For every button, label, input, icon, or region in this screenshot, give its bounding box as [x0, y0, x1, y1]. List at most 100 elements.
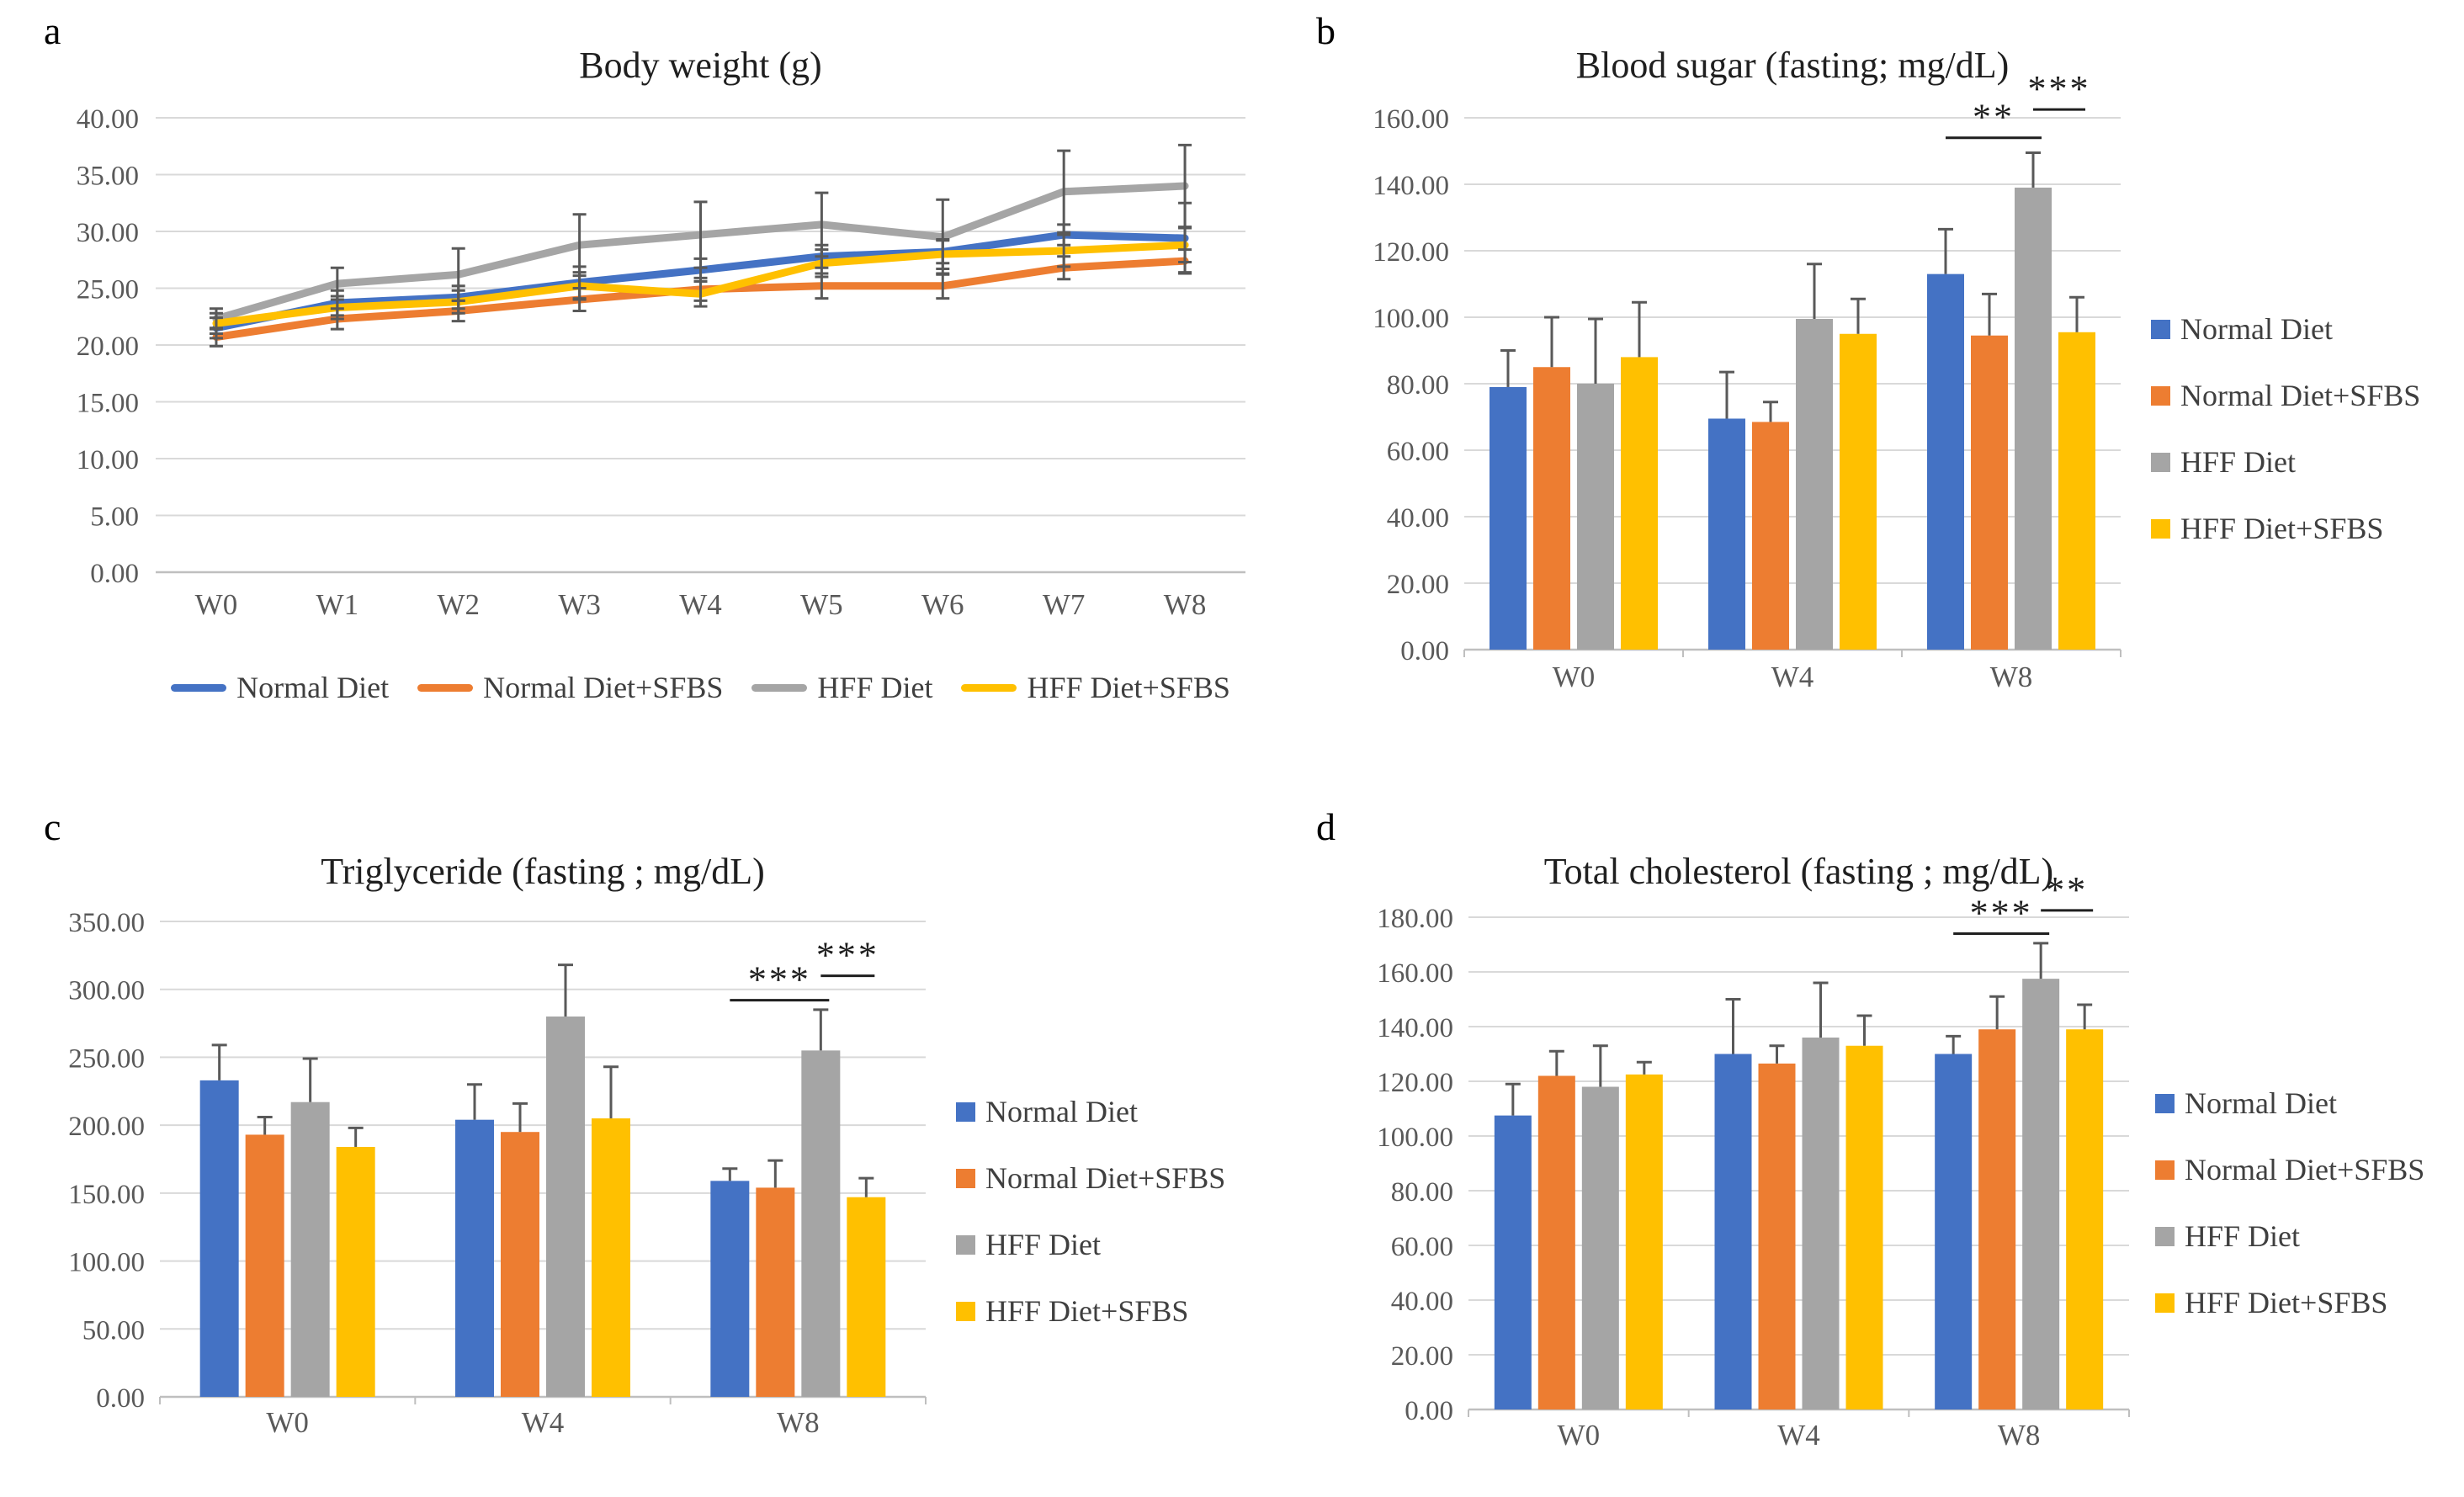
significance-annotation: *** — [1953, 893, 2050, 935]
legend-swatch-hff-diet-sfbs — [961, 683, 1017, 692]
significance-stars: ** — [2046, 869, 2088, 910]
y-tick-label: 140.00 — [1377, 1013, 1453, 1043]
panel-a-letter: a — [44, 9, 61, 52]
bar — [1533, 367, 1570, 650]
legend-item: Normal Diet+SFBS — [417, 670, 723, 705]
y-tick-label: 150.00 — [68, 1180, 145, 1210]
x-category-labels: W0 W1 W2 W3 W4 W5 W6 W7 W8 — [195, 588, 1207, 621]
y-tick-label: 140.00 — [1373, 171, 1449, 201]
legend-swatch-normal-diet — [956, 1102, 975, 1122]
y-axis-tick-labels: 350.00 300.00 250.00 200.00 150.00 100.00 50.0… — [68, 908, 145, 1414]
panel-d-title: Total cholesterol (fasting ; mg/dL) — [1543, 851, 2054, 892]
legend-swatch-normal-diet — [171, 683, 227, 692]
bars-HFF Diet — [1581, 979, 2060, 1409]
legend-swatch-hff-diet-sfbs — [956, 1301, 975, 1321]
significance-annotation: *** — [730, 959, 830, 1002]
bar — [1708, 418, 1745, 650]
legend-label: HFF Diet+SFBS — [2185, 1286, 2388, 1319]
legend-label: HFF Diet+SFBS — [985, 1294, 1189, 1328]
bar — [1577, 384, 1614, 650]
panel-a-title: Body weight (g) — [579, 45, 822, 86]
bars-Normal Diet+SFBS — [245, 1132, 795, 1397]
y-tick-label: 80.00 — [1387, 370, 1449, 401]
y-tick-label: 250.00 — [68, 1043, 145, 1074]
y-tick-label: 120.00 — [1377, 1068, 1453, 1098]
y-tick-label: 300.00 — [68, 976, 145, 1006]
y-tick-label: 100.00 — [1373, 304, 1449, 334]
legend-item: Normal Diet — [2155, 1086, 2424, 1121]
y-tick-label: 0.00 — [96, 1383, 145, 1414]
legend-label: Normal Diet — [985, 1095, 1138, 1128]
legend-item: Normal Diet — [956, 1094, 1225, 1129]
legend-label: Normal Diet+SFBS — [985, 1161, 1226, 1195]
panel-b: b Blood sugar (fasting; mg/dL) 160.00 140… — [1296, 8, 2464, 749]
bar — [1935, 1054, 1973, 1409]
legend-swatch-hff-diet — [751, 683, 808, 692]
legend-item: Normal Diet+SFBS — [2155, 1152, 2424, 1187]
legend-label: Normal Diet — [236, 671, 390, 704]
error-bars — [1505, 942, 2093, 1116]
panel-c-chart: 350.00 300.00 250.00 200.00 150.00 100.00 50.0… — [68, 908, 927, 1439]
bar — [1490, 386, 1527, 650]
bar — [756, 1187, 795, 1397]
legend-item: Normal Diet+SFBS — [2151, 378, 2420, 413]
panel-b-title: Blood sugar (fasting; mg/dL) — [1575, 45, 2010, 86]
x-category-label: W4 — [522, 1406, 565, 1439]
x-category-label: W3 — [558, 588, 601, 621]
y-tick-label: 60.00 — [1391, 1232, 1453, 1262]
legend-label: HFF Diet — [2180, 445, 2297, 479]
y-tick-label: 0.00 — [90, 559, 139, 589]
plot-area: 180.00 160.00 140.00 120.00 100.00 80.00 60.00… — [1377, 869, 2130, 1452]
x-category-label: W8 — [1164, 588, 1207, 621]
x-category-label: W4 — [679, 588, 722, 621]
bar — [847, 1197, 886, 1397]
y-tick-label: 15.00 — [77, 389, 139, 419]
bar — [1802, 1038, 1840, 1409]
y-tick-label: 20.00 — [77, 332, 139, 362]
panel-b-chart: 160.00 140.00 120.00 100.00 80.00 60.00 40.00 2… — [1373, 68, 2121, 693]
bar — [1796, 318, 1833, 650]
legend-swatch-normal-diet-sfbs — [2155, 1160, 2175, 1180]
bar — [1978, 1029, 2016, 1409]
plot-area: 40.00 35.00 30.00 25.00 20.00 15.00 10.00 5.00 0… — [77, 104, 1245, 621]
y-tick-label: 160.00 — [1373, 104, 1449, 135]
y-tick-label: 0.00 — [1405, 1396, 1453, 1426]
legend-item: HFF Diet — [956, 1227, 1225, 1262]
y-tick-label: 40.00 — [1387, 503, 1449, 534]
bar — [546, 1017, 585, 1397]
bar — [1714, 1054, 1752, 1409]
y-tick-label: 40.00 — [1391, 1287, 1453, 1317]
legend-item: HFF Diet+SFBS — [2155, 1285, 2424, 1320]
significance-stars: *** — [1970, 893, 2033, 934]
x-category-labels: W0 W4 W8 — [1553, 661, 2033, 693]
x-category-label: W1 — [316, 588, 359, 621]
bar — [1581, 1086, 1619, 1409]
bars-HFF Diet+SFBS — [1625, 1029, 2104, 1409]
panel-a: a Body weight (g) 40.00 35.00 30.00 25.00 20… — [25, 8, 1262, 749]
error-bars — [209, 143, 1192, 348]
x-category-label: W4 — [1777, 1419, 1820, 1452]
panel-d-letter: d — [1316, 805, 1336, 848]
x-category-label: W0 — [1558, 1419, 1601, 1452]
y-tick-label: 50.00 — [82, 1315, 145, 1346]
x-category-label: W4 — [1771, 661, 1814, 693]
significance-stars: ** — [1973, 97, 2015, 138]
bars-HFF Diet+SFBS — [1621, 332, 2095, 650]
legend-item: HFF Diet — [2151, 444, 2420, 480]
legend-label: HFF Diet+SFBS — [2180, 512, 2384, 545]
bars-Normal Diet+SFBS — [1537, 1029, 2016, 1409]
panel-d: d Total cholesterol (fasting ; mg/dL) 18… — [1296, 799, 2464, 1497]
bars-Normal Diet — [1490, 273, 1964, 650]
legend-swatch-normal-diet-sfbs — [956, 1168, 975, 1188]
bars-HFF Diet — [1577, 187, 2052, 650]
panel-d-legend: Normal Diet Normal Diet+SFBS HFF Diet HF… — [2155, 1086, 2424, 1320]
panel-c-letter: c — [44, 805, 61, 848]
y-tick-label: 0.00 — [1400, 636, 1449, 666]
x-category-label: W8 — [1990, 661, 2033, 693]
bar — [2058, 332, 2095, 650]
x-category-label: W8 — [1998, 1419, 2041, 1452]
error-bars — [1500, 151, 2084, 422]
y-axis-tick-labels: 180.00 160.00 140.00 120.00 100.00 80.00 60.00… — [1377, 904, 1453, 1426]
legend-swatch-hff-diet-sfbs — [2151, 518, 2170, 539]
bar — [1845, 1045, 1883, 1409]
